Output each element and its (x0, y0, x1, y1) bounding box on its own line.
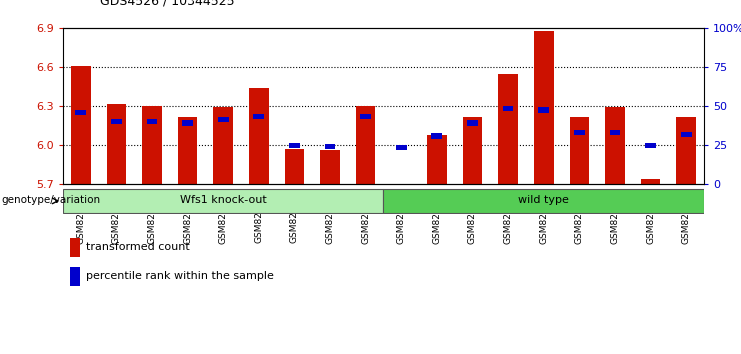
Text: transformed count: transformed count (86, 242, 190, 252)
Bar (677, 116, 696, 184)
Bar (182, 120, 193, 126)
Bar (147, 119, 157, 124)
Bar (253, 114, 265, 119)
Bar (70, 267, 80, 286)
Bar (71, 66, 90, 184)
Bar (70, 238, 80, 257)
Bar (218, 116, 229, 122)
Bar (383, 189, 704, 213)
Text: Wfs1 knock-out: Wfs1 knock-out (180, 195, 267, 205)
Bar (360, 114, 371, 119)
Text: percentile rank within the sample: percentile rank within the sample (86, 271, 273, 281)
Bar (641, 179, 660, 184)
Bar (502, 106, 514, 112)
Bar (289, 143, 300, 148)
Bar (610, 130, 620, 135)
Bar (605, 108, 625, 184)
Bar (538, 108, 549, 113)
Text: genotype/variation: genotype/variation (1, 195, 101, 205)
Bar (356, 106, 376, 184)
Text: GDS4526 / 10344525: GDS4526 / 10344525 (100, 0, 235, 7)
Text: wild type: wild type (518, 195, 569, 205)
Bar (574, 130, 585, 135)
Bar (325, 144, 336, 149)
Bar (467, 120, 478, 126)
Bar (107, 104, 126, 184)
Bar (396, 145, 407, 150)
Bar (427, 135, 447, 184)
Bar (178, 116, 197, 184)
Bar (76, 110, 86, 115)
Bar (462, 116, 482, 184)
Bar (111, 119, 122, 124)
Bar (249, 88, 269, 184)
Bar (142, 106, 162, 184)
Bar (320, 150, 340, 184)
Bar (213, 108, 233, 184)
Bar (534, 31, 554, 184)
Bar (498, 74, 518, 184)
Bar (645, 143, 656, 148)
Bar (63, 189, 384, 213)
Bar (431, 133, 442, 139)
Bar (570, 116, 589, 184)
Bar (285, 149, 305, 184)
Bar (681, 132, 691, 137)
